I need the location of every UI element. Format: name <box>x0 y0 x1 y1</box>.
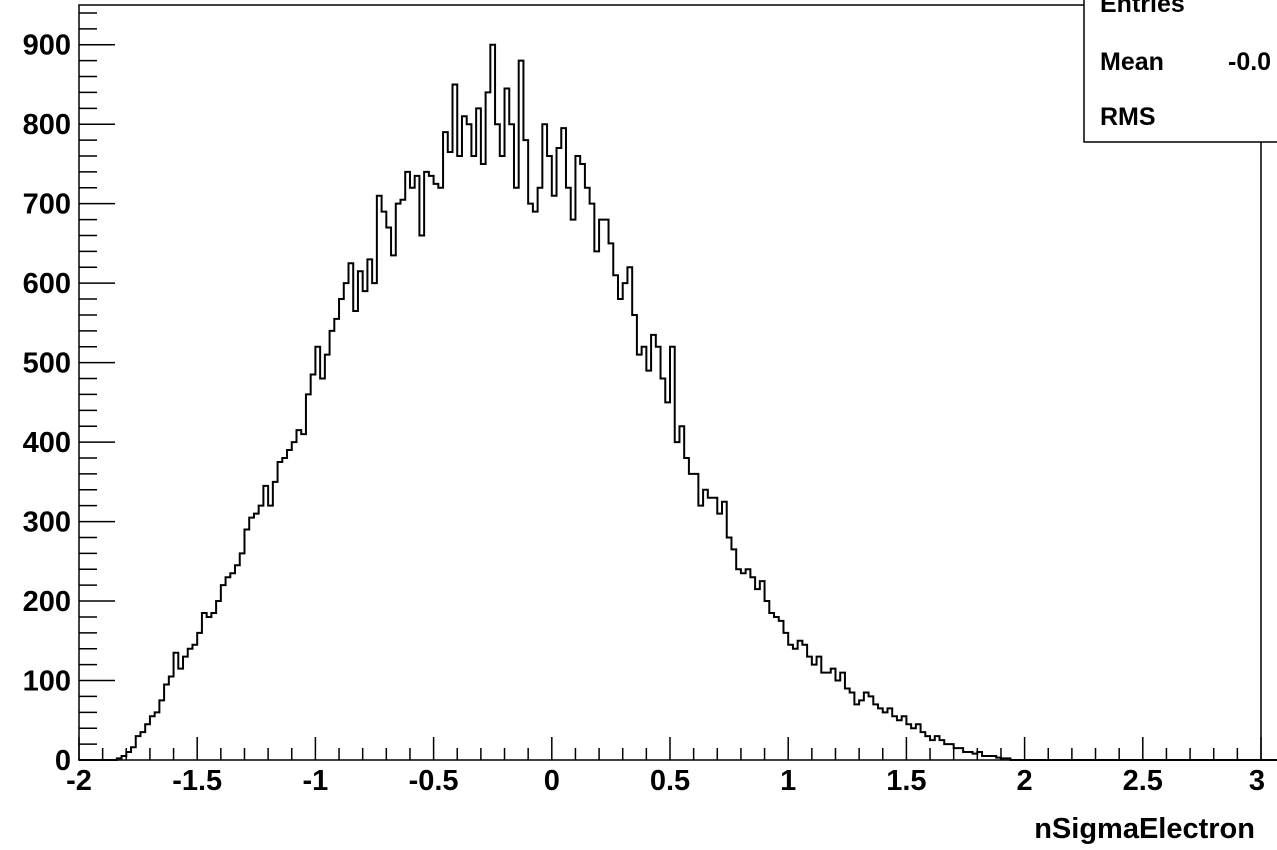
y-tick-label: 100 <box>23 666 71 698</box>
y-tick-label: 700 <box>23 189 71 221</box>
y-tick-label: 800 <box>23 109 71 141</box>
y-tick-label: 400 <box>23 427 71 459</box>
x-tick-label: 3 <box>1249 765 1265 797</box>
x-tick-label: 0.5 <box>650 765 690 797</box>
stats-mean-label: Mean <box>1100 48 1164 76</box>
stats-rms-label: RMS <box>1100 103 1156 131</box>
x-tick-label: 2 <box>1017 765 1033 797</box>
x-tick-label: 2.5 <box>1123 765 1163 797</box>
stats-box-frame <box>1083 0 1277 143</box>
y-tick-label: 600 <box>23 268 71 300</box>
y-tick-label: 200 <box>23 586 71 618</box>
x-axis-ticks: -2 -1.5 -1 -0.5 0 0.5 1 1.5 2 2.5 3 <box>66 737 1265 797</box>
y-tick-label: 0 <box>55 745 71 777</box>
x-tick-label: 0 <box>544 765 560 797</box>
x-tick-label: 1 <box>780 765 796 797</box>
y-tick-label: 500 <box>23 348 71 380</box>
x-tick-label: -1 <box>303 765 329 797</box>
x-tick-label: -2 <box>66 765 92 797</box>
stats-entries-label: Entries <box>1100 0 1185 18</box>
x-tick-label: 1.5 <box>886 765 926 797</box>
y-tick-label: 300 <box>23 507 71 539</box>
stats-box: Entries Mean -0.0 RMS <box>1083 0 1277 143</box>
x-tick-label: -1.5 <box>172 765 222 797</box>
x-axis-title: nSigmaElectron <box>1034 813 1255 845</box>
stats-mean-value: -0.0 <box>1228 48 1271 76</box>
histogram-series <box>79 43 1277 761</box>
y-tick-label: 900 <box>23 30 71 62</box>
y-axis-ticks: 0 100 200 300 400 500 600 700 800 900 <box>23 12 115 777</box>
x-tick-label: -0.5 <box>409 765 459 797</box>
